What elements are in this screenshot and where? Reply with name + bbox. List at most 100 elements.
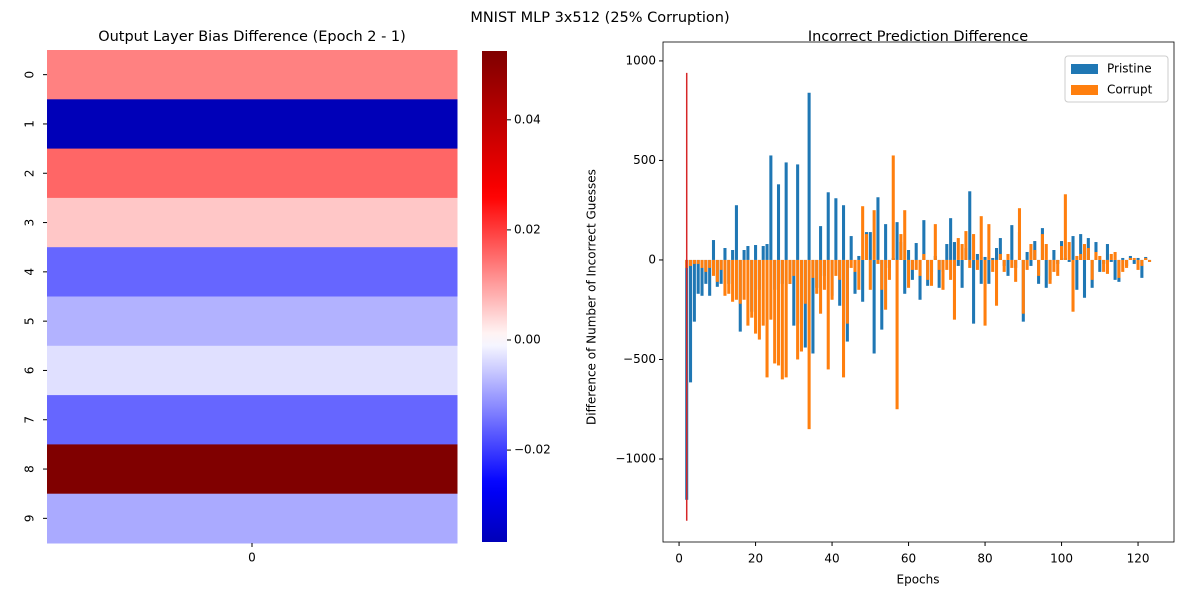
bar — [1052, 250, 1056, 260]
bar — [1067, 259, 1071, 262]
y-tick-label: 3 — [23, 219, 37, 227]
bar — [1094, 242, 1098, 260]
bar — [922, 253, 926, 260]
bar — [750, 259, 754, 318]
bar — [769, 259, 773, 320]
y-tick-label: 0 — [23, 71, 37, 79]
bar — [1056, 259, 1060, 276]
bar — [765, 244, 769, 260]
bar — [918, 259, 922, 276]
bar — [723, 259, 727, 296]
bar — [861, 206, 865, 260]
bar — [1136, 257, 1140, 260]
bar — [968, 259, 972, 268]
bar — [1060, 246, 1064, 260]
bar — [1117, 259, 1121, 278]
bar — [799, 259, 803, 352]
bar — [1048, 259, 1052, 284]
bar — [842, 259, 846, 378]
x-tick-label: 120 — [1127, 552, 1150, 566]
bar — [1029, 244, 1033, 260]
bar — [1140, 259, 1144, 278]
bar — [708, 259, 712, 296]
bar — [842, 205, 846, 260]
x-tick-label: 0 — [248, 551, 256, 565]
y-tick-label: 7 — [23, 416, 37, 424]
bar — [1063, 194, 1067, 260]
bar — [1109, 253, 1113, 260]
bar — [807, 259, 811, 430]
bar — [1075, 259, 1079, 290]
bar — [1033, 250, 1037, 260]
bar — [692, 259, 696, 322]
bar — [983, 256, 987, 260]
bar — [994, 259, 999, 306]
bar — [1113, 259, 1117, 280]
bar — [922, 220, 926, 260]
bar — [937, 259, 941, 270]
y-tick-label: 1 — [23, 120, 37, 128]
x-tick-label: 80 — [977, 552, 992, 566]
bar — [857, 255, 861, 260]
bar-title: Incorrect Prediction Difference — [808, 29, 1028, 45]
bar — [769, 155, 773, 260]
bar — [773, 259, 777, 364]
y-tick-label: 2 — [23, 169, 37, 177]
bar — [746, 246, 750, 260]
bar — [1086, 248, 1090, 260]
bar — [1025, 259, 1029, 270]
bar — [731, 259, 735, 302]
x-tick-label: 100 — [1050, 552, 1073, 566]
bar — [792, 259, 796, 326]
bar — [960, 244, 964, 260]
bar — [907, 250, 911, 260]
figure-title: MNIST MLP 3x512 (25% Corruption) — [470, 10, 729, 26]
bar — [689, 259, 693, 266]
heatmap-cell — [47, 395, 458, 445]
bar — [727, 259, 731, 294]
bar — [1136, 259, 1140, 270]
bar — [979, 259, 983, 284]
y-tick-label: 0 — [648, 252, 656, 266]
bar — [1044, 259, 1048, 288]
y-tick-label: 9 — [23, 515, 37, 523]
bar — [880, 259, 884, 290]
bar — [907, 259, 911, 288]
bar — [754, 259, 758, 334]
bar — [734, 205, 738, 260]
bar — [1079, 253, 1083, 260]
bar — [933, 224, 937, 260]
bar — [704, 259, 708, 272]
colorbar-tick-label: 0.02 — [514, 222, 541, 236]
bar — [895, 259, 899, 410]
bar — [1037, 259, 1041, 276]
bar — [834, 198, 838, 260]
bar — [853, 259, 857, 272]
bar — [949, 259, 953, 280]
colorbar-tick-label: −0.02 — [514, 443, 551, 457]
bar — [826, 192, 830, 260]
bar — [1098, 255, 1102, 260]
bar — [1010, 259, 1014, 268]
bar — [807, 92, 811, 260]
bar — [861, 259, 865, 302]
bar — [998, 253, 1002, 260]
y-tick-label: −1000 — [615, 451, 656, 465]
heatmap-cell — [47, 493, 458, 544]
bar — [1006, 253, 1010, 260]
bar — [738, 259, 742, 304]
bar — [910, 259, 914, 270]
bar — [696, 259, 700, 294]
bar — [891, 155, 895, 260]
heatmap-cell — [47, 50, 458, 100]
heatmap-cell — [47, 296, 458, 347]
bar — [845, 259, 849, 324]
bar — [830, 259, 834, 300]
bar — [723, 248, 727, 260]
bar — [1010, 225, 1014, 260]
heatmap-cell — [47, 345, 458, 396]
bar — [991, 259, 995, 272]
bar — [1002, 259, 1006, 272]
x-tick-label: 60 — [901, 552, 916, 566]
bar — [776, 184, 781, 260]
